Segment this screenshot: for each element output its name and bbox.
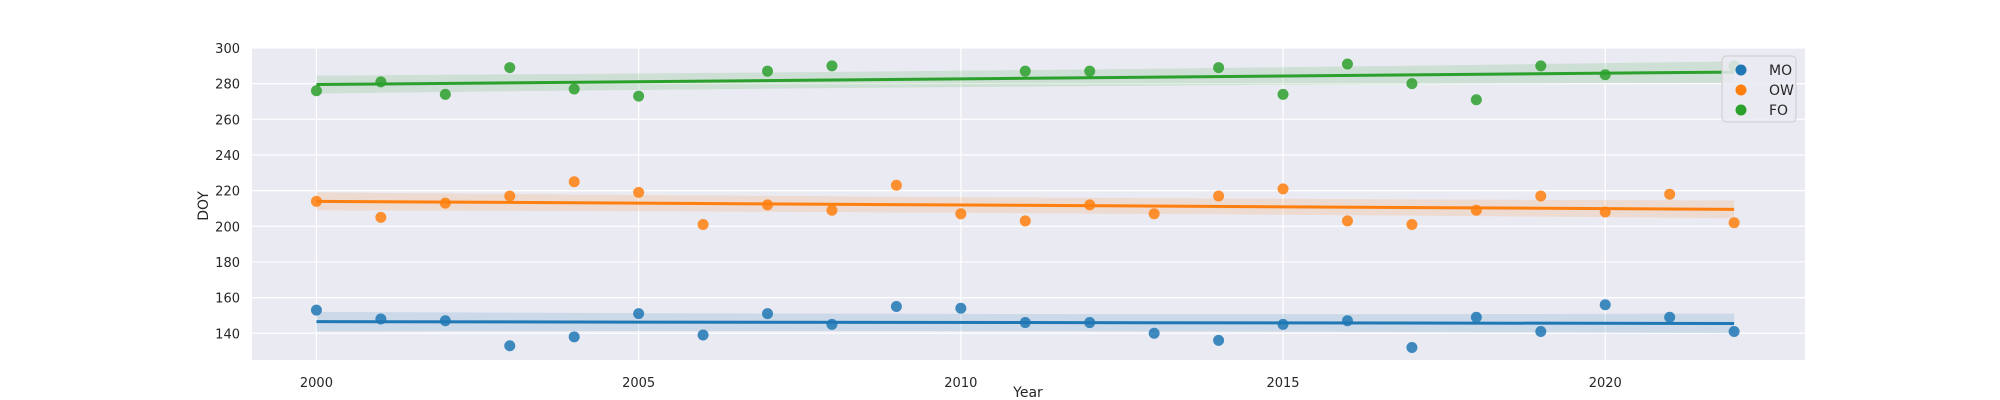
y-tick-label: 200 [215,220,240,235]
y-tick-label: 220 [215,185,240,200]
y-tick-label: 300 [215,42,240,57]
point-mo [504,340,516,352]
y-tick-label: 180 [215,256,240,271]
point-ow [1599,206,1611,218]
legend-label-fo: FO [1769,103,1788,119]
point-ow [1664,188,1676,200]
x-axis-label: Year [1012,385,1043,400]
legend[interactable]: MO OW FO [1721,55,1797,123]
point-ow [890,179,902,191]
point-mo [1019,317,1031,329]
point-fo [633,90,645,102]
point-fo [1341,58,1353,70]
point-ow [1148,208,1160,220]
point-fo [1277,88,1289,100]
x-tick-label: 2020 [1589,376,1622,391]
y-tick-label: 280 [215,78,240,93]
point-mo [1341,315,1353,327]
y-tick-label: 240 [215,149,240,164]
x-tick-label: 2010 [944,376,977,391]
point-ow [1019,215,1031,227]
point-fo [1084,65,1096,77]
point-ow [955,208,967,220]
point-ow [1277,183,1289,195]
point-fo [826,60,838,72]
data-points [310,58,1740,354]
point-ow [1341,215,1353,227]
point-fo [375,76,387,88]
point-mo [762,308,774,320]
legend-label-mo: MO [1769,63,1792,79]
point-mo [1148,327,1160,339]
point-ow [1470,204,1482,216]
legend-label-ow: OW [1769,83,1794,99]
point-ow [633,186,645,198]
point-mo [1535,325,1547,337]
point-ow [826,204,838,216]
point-ow [375,211,387,223]
x-tick-label: 2015 [1266,376,1299,391]
point-fo [1406,78,1418,90]
point-mo [1728,325,1740,337]
point-ow [1535,190,1547,202]
point-fo [568,83,580,95]
x-tick-label: 2005 [622,376,655,391]
point-ow [310,195,322,207]
legend-marker-fo [1735,104,1747,116]
point-mo [1664,311,1676,323]
y-tick-label: 140 [215,327,240,342]
point-fo [1470,94,1482,106]
point-fo [1019,65,1031,77]
point-mo [310,304,322,316]
point-mo [439,315,451,327]
point-ow [504,190,516,202]
y-tick-label: 160 [215,292,240,307]
point-mo [633,308,645,320]
point-fo [762,65,774,77]
legend-marker-mo [1735,64,1747,76]
x-tick-label: 2000 [300,376,333,391]
point-mo [375,313,387,325]
point-mo [697,329,709,341]
y-tick-labels: 140 160 180 200 220 240 260 280 300 [215,42,240,342]
point-fo [1599,69,1611,81]
point-mo [1277,318,1289,330]
point-ow [568,176,580,188]
point-mo [1470,311,1482,323]
y-axis-label: DOY [196,191,212,221]
point-fo [1213,62,1225,74]
trend-line-ow [316,199,1735,211]
point-mo [1213,334,1225,346]
point-mo [1406,342,1418,354]
point-ow [1213,190,1225,202]
x-tick-labels: 2000 2005 2010 2015 2020 [300,376,1622,391]
point-ow [1406,219,1418,231]
point-ow [697,219,709,231]
y-tick-label: 260 [215,113,240,128]
point-ow [762,199,774,211]
point-mo [1084,317,1096,329]
point-ow [1728,217,1740,229]
point-mo [826,318,838,330]
point-mo [955,302,967,314]
point-fo [1535,60,1547,72]
point-ow [439,197,451,209]
point-fo [504,62,516,74]
grid [252,47,1805,360]
point-fo [439,88,451,100]
point-mo [568,331,580,343]
point-mo [890,301,902,313]
point-mo [1599,299,1611,311]
trend-line-fo [316,70,1735,87]
legend-marker-ow [1735,84,1747,96]
point-fo [310,85,322,97]
point-ow [1084,199,1096,211]
